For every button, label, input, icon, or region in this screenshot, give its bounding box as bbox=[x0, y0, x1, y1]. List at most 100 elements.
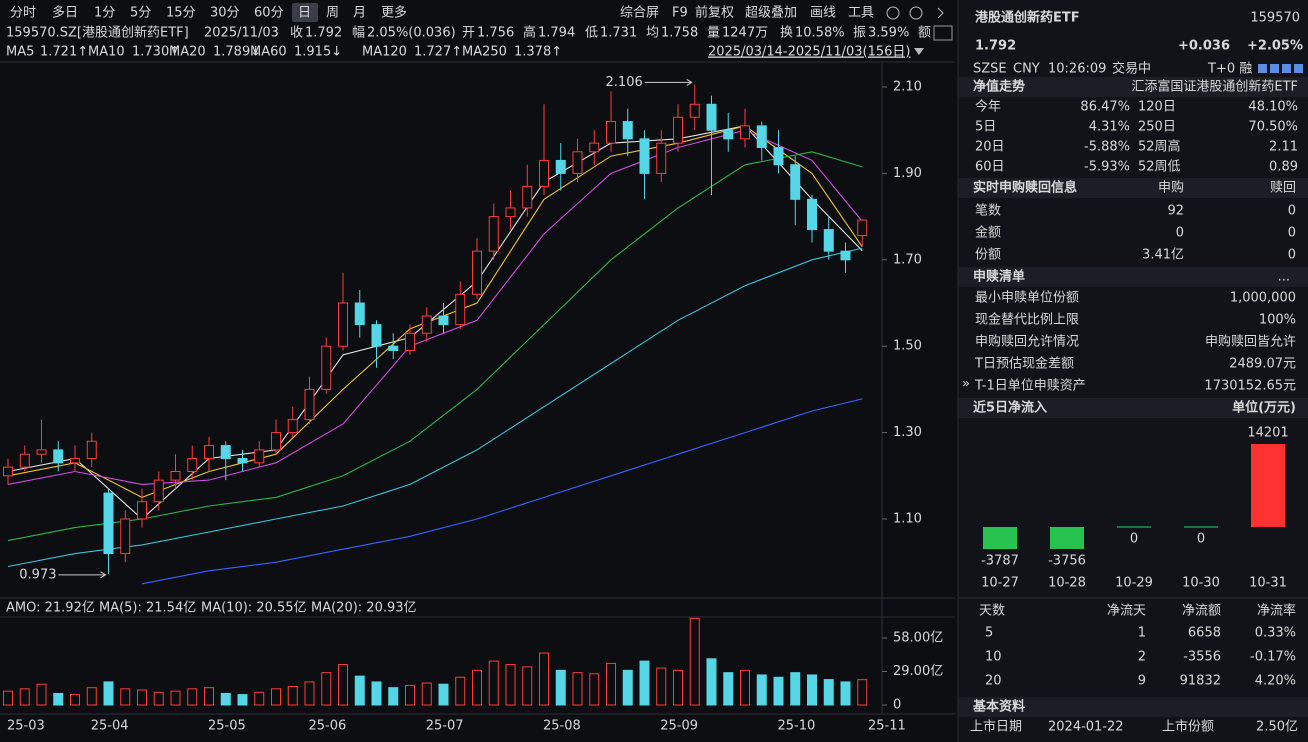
tool-button[interactable]: 前复权 bbox=[695, 5, 734, 21]
tool-button[interactable]: 超级叠加 bbox=[745, 6, 797, 21]
candle-body bbox=[589, 142, 600, 153]
volume-bar bbox=[589, 673, 600, 706]
row-label: T-1日单位申赎资产 bbox=[974, 379, 1086, 394]
tool-button[interactable]: 工具 bbox=[848, 6, 874, 21]
candle-body bbox=[723, 129, 734, 140]
nav-label: 250日 bbox=[1138, 120, 1176, 135]
candle-body bbox=[405, 332, 415, 352]
nav-label: 60日 bbox=[975, 160, 1005, 175]
quote-value: 2.05%(0.036) bbox=[367, 26, 456, 41]
volume-tick-label: 58.00亿 bbox=[893, 631, 943, 646]
period-tab[interactable]: 月 bbox=[353, 6, 366, 21]
period-tab[interactable]: 60分 bbox=[254, 6, 284, 21]
volume-bar bbox=[606, 662, 616, 706]
row-value: 申购赎回皆允许 bbox=[1205, 334, 1296, 350]
period-tab[interactable]: 日 bbox=[298, 6, 311, 21]
edit-icon[interactable] bbox=[1258, 64, 1267, 73]
stats-flow-days: 1 bbox=[1138, 626, 1146, 641]
row-value: 100% bbox=[1259, 313, 1296, 328]
candle-body bbox=[338, 302, 348, 347]
period-tab[interactable]: 15分 bbox=[166, 6, 196, 21]
period-tab[interactable]: 更多 bbox=[381, 5, 407, 21]
period-tab[interactable]: 分时 bbox=[10, 6, 36, 21]
stats-flow-days: 9 bbox=[1138, 674, 1146, 689]
section-header bbox=[959, 267, 1308, 287]
candle-body bbox=[522, 185, 533, 209]
y-tick-label: 1.50 bbox=[893, 339, 922, 354]
volume-bar bbox=[19, 688, 30, 706]
stats-flow-rate: -0.17% bbox=[1250, 650, 1296, 665]
expand-icon[interactable]: » bbox=[962, 377, 970, 392]
candle-body bbox=[120, 518, 131, 555]
period-tab[interactable]: 5分 bbox=[130, 6, 151, 21]
volume-bar bbox=[187, 688, 198, 706]
quote-label: 量 bbox=[707, 26, 720, 41]
volume-bar bbox=[807, 674, 817, 706]
menu-icon[interactable] bbox=[1294, 64, 1303, 73]
x-tick-label: 25-07 bbox=[426, 719, 464, 734]
stats-flow-rate: 0.33% bbox=[1255, 626, 1296, 641]
volume-bar bbox=[86, 687, 97, 706]
active-tab bbox=[292, 3, 318, 22]
volume-bar bbox=[472, 669, 482, 706]
volume-bar bbox=[555, 669, 566, 706]
candle-body bbox=[271, 432, 281, 451]
candle-body bbox=[220, 445, 231, 460]
column-header: 申购 bbox=[1158, 180, 1184, 196]
candle-body bbox=[622, 121, 633, 140]
x-tick-label: 25-11 bbox=[868, 719, 906, 734]
nav-value: -5.88% bbox=[1084, 140, 1130, 155]
row-label: 金额 bbox=[975, 225, 1001, 241]
section-title: 基本资料 bbox=[972, 699, 1025, 715]
volume-bar bbox=[304, 681, 315, 706]
flow-unit: 单位(万元) bbox=[1232, 400, 1296, 416]
flow-bar bbox=[983, 527, 1017, 550]
x-tick-label: 25-04 bbox=[91, 719, 129, 734]
volume-bar bbox=[120, 688, 131, 706]
x-tick-label: 25-06 bbox=[309, 719, 347, 734]
market-meta: 10:26:09 bbox=[1048, 62, 1106, 77]
period-tab[interactable]: 多日 bbox=[52, 5, 78, 21]
chart-icon[interactable] bbox=[1270, 64, 1279, 73]
row-label: 现金替代比例上限 bbox=[975, 312, 1079, 328]
settings-icon[interactable] bbox=[886, 6, 900, 20]
volume-bar bbox=[756, 674, 767, 706]
expand-icon[interactable] bbox=[1282, 64, 1291, 73]
quote-label: 额 bbox=[918, 26, 931, 41]
period-tab[interactable]: 30分 bbox=[210, 6, 240, 21]
candle-body bbox=[254, 449, 265, 464]
volume-tick-label: 29.00亿 bbox=[893, 664, 943, 679]
high-annotation: 2.106 bbox=[606, 75, 643, 90]
range-dropdown[interactable] bbox=[914, 48, 924, 55]
ma-legend-name: MA250 bbox=[462, 45, 507, 60]
row-value: 1730152.65元 bbox=[1204, 379, 1296, 394]
candle-body bbox=[287, 419, 298, 434]
candle-body bbox=[421, 315, 432, 334]
section-title: 实时申购赎回信息 bbox=[973, 180, 1077, 196]
basic-label: 上市日期 bbox=[970, 719, 1022, 735]
period-tab[interactable]: 1分 bbox=[94, 6, 115, 21]
ma-line bbox=[141, 398, 863, 585]
volume-bar bbox=[421, 682, 432, 706]
stats-days: 10 bbox=[985, 650, 1002, 665]
tool-button[interactable]: 画线 bbox=[810, 6, 836, 21]
volume-bar bbox=[354, 675, 365, 706]
quote-label: 振 bbox=[853, 26, 866, 41]
alert-icon[interactable] bbox=[909, 6, 923, 20]
tool-button[interactable]: F9 bbox=[672, 6, 688, 21]
stats-flow-amount: 6658 bbox=[1188, 626, 1221, 641]
row-label: 申购赎回允许情况 bbox=[975, 334, 1079, 350]
next-icon[interactable] bbox=[937, 7, 944, 19]
period-tab[interactable]: 周 bbox=[326, 6, 339, 21]
candle-body bbox=[790, 164, 801, 200]
tool-button[interactable]: 综合屏 bbox=[620, 6, 659, 21]
flow-value: 14201 bbox=[1247, 426, 1288, 441]
volume-bar bbox=[153, 691, 164, 706]
more-button[interactable]: ... bbox=[1278, 270, 1290, 285]
flow-date: 10-29 bbox=[1115, 576, 1153, 591]
quote-label: 低 bbox=[585, 26, 598, 41]
stats-flow-days: 2 bbox=[1138, 650, 1146, 665]
ma-line bbox=[7, 129, 863, 485]
volume-bar bbox=[639, 660, 650, 706]
